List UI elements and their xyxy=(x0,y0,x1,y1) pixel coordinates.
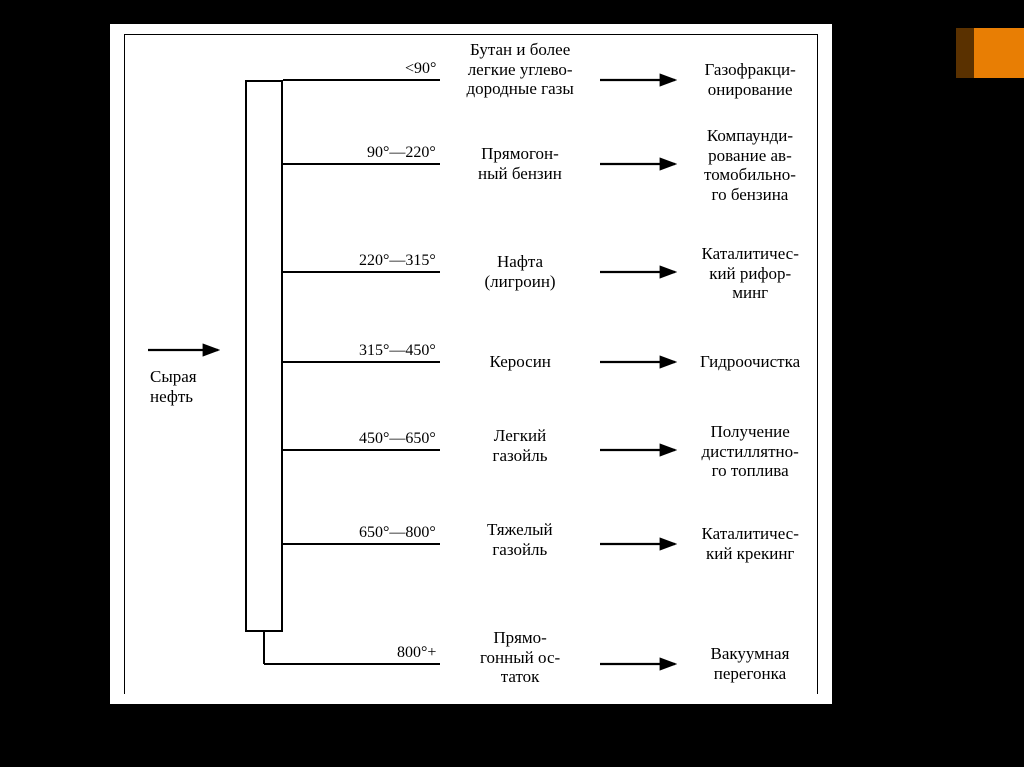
process-label-5: Каталитичес-кий крекинг xyxy=(702,524,799,563)
process-label-6: Вакуумнаяперегонка xyxy=(711,644,790,683)
temp-label-1: 90°—220° xyxy=(367,144,436,162)
process-label-3: Гидроочистка xyxy=(700,352,800,372)
corner-accent xyxy=(974,28,1024,78)
product-label-2: Нафта(лигроин) xyxy=(485,252,556,291)
temp-label-6: 800°+ xyxy=(397,644,436,662)
product-label-3: Керосин xyxy=(490,352,551,372)
temp-label-3: 315°—450° xyxy=(359,342,436,360)
distillation-column xyxy=(245,80,283,632)
temp-label-2: 220°—315° xyxy=(359,252,436,270)
input-label: Сыраянефть xyxy=(150,367,197,406)
product-label-5: Тяжелыйгазойль xyxy=(487,520,553,559)
process-label-1: Компаунди-рование ав-томобильно-го бензи… xyxy=(704,126,796,204)
temp-label-4: 450°—650° xyxy=(359,430,436,448)
temp-label-5: 650°—800° xyxy=(359,524,436,542)
product-label-1: Прямогон-ный бензин xyxy=(478,144,562,183)
process-label-0: Газофракци-онирование xyxy=(705,60,796,99)
product-label-0: Бутан и болеелегкие углево-дородные газы xyxy=(467,40,574,99)
process-label-2: Каталитичес-кий рифор-минг xyxy=(702,244,799,303)
product-label-4: Легкийгазойль xyxy=(493,426,548,465)
temp-label-0: <90° xyxy=(405,60,436,78)
product-label-6: Прямо-гонный ос-таток xyxy=(480,628,560,687)
process-label-4: Получениедистиллятно-го топлива xyxy=(702,422,799,481)
diagram-panel: Сыраянефть <90° Бутан и болеелегкие углево… xyxy=(110,24,832,704)
